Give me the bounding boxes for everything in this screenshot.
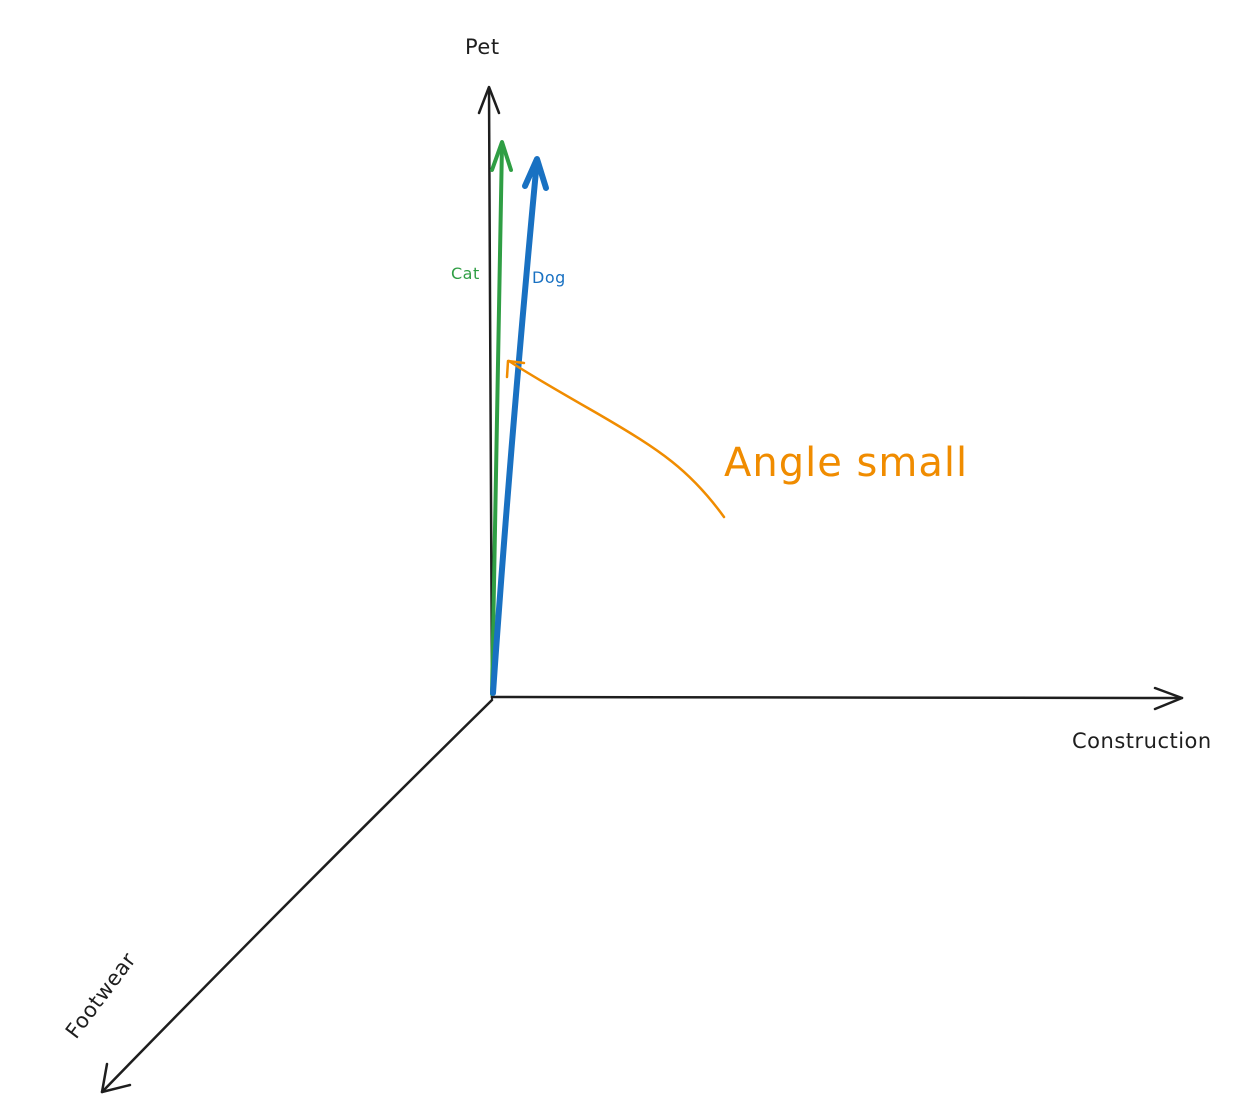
annotation-arrow [505, 359, 726, 519]
construction-axis-label: Construction [1072, 729, 1212, 753]
cat-vector-shaft [490, 142, 504, 696]
dog-vector-label: Dog [532, 268, 566, 287]
cat-vector-arrowhead [490, 140, 513, 172]
pet-axis-arrowhead [477, 85, 501, 115]
pet-axis-label: Pet [465, 35, 500, 59]
construction-axis [490, 695, 1184, 700]
dog-vector-arrowhead [522, 156, 549, 191]
dog-vector-shaft [490, 157, 540, 696]
axes [100, 85, 1184, 1094]
pet-axis [487, 86, 494, 700]
footwear-axis-arrowhead [100, 1062, 132, 1094]
annotation-arrow-arrowhead [505, 359, 526, 379]
annotation-arrow-shaft [507, 359, 726, 519]
dog-vector [490, 156, 549, 696]
footwear-axis-label: Footwear [61, 948, 141, 1043]
footwear-axis [100, 698, 494, 1094]
annotation-text: Angle small [724, 440, 968, 486]
cat-vector [490, 140, 513, 696]
construction-axis-arrowhead [1153, 686, 1184, 711]
cat-vector-label: Cat [451, 264, 480, 283]
